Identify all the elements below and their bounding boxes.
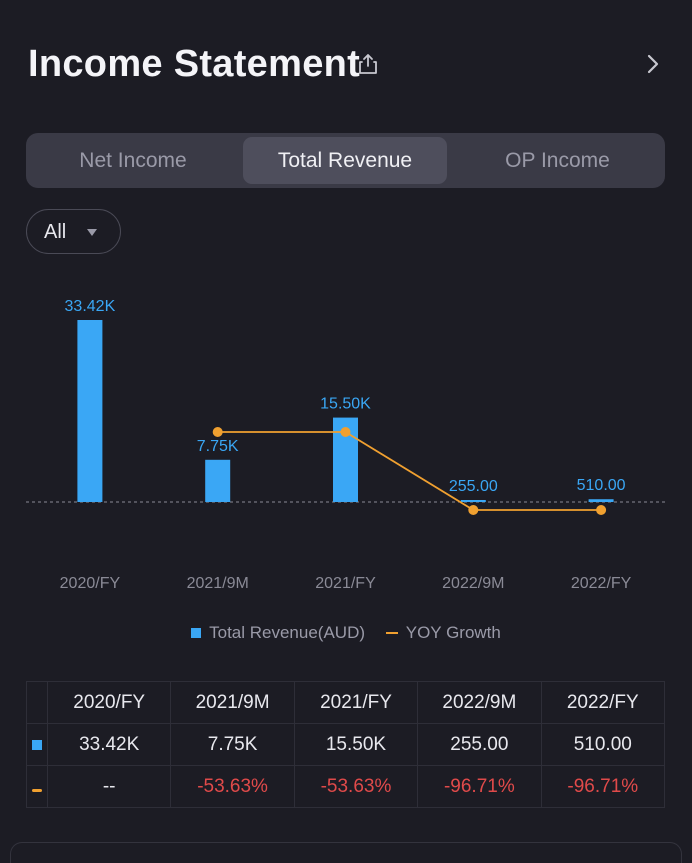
revenue-bar[interactable] (460, 500, 486, 502)
x-tick-label: 2021/FY (315, 575, 376, 592)
bar-value-label: 7.75K (197, 438, 239, 455)
yoy-growth-point[interactable] (340, 427, 351, 437)
bar-value-label: 15.50K (320, 396, 371, 413)
table-header-cell: 2022/9M (417, 681, 542, 724)
table-cell: -96.71% (417, 765, 542, 808)
bar-value-label: 255.00 (449, 478, 498, 495)
table-header-cell: 2021/FY (293, 681, 419, 724)
period-filter-dropdown[interactable]: All (26, 209, 121, 254)
bar-value-label: 510.00 (577, 477, 626, 494)
table-cell: 255.00 (417, 723, 542, 766)
table-cell: -- (46, 765, 172, 808)
table-cell: 7.75K (170, 723, 295, 766)
caret-down-icon (87, 229, 97, 236)
x-tick-label: 2022/FY (571, 575, 632, 592)
table-cell: 33.42K (46, 723, 172, 766)
table-header-cell: 2022/FY (540, 681, 666, 724)
table-cell: -96.71% (540, 765, 666, 808)
table-header-cell: 2021/9M (170, 681, 295, 724)
x-tick-label: 2020/FY (60, 575, 121, 592)
yoy-growth-line (217, 431, 602, 511)
tab-net-income[interactable]: Net Income (79, 149, 187, 172)
filter-value: All (44, 221, 67, 243)
revenue-chart: 33.42K 2020/FY 7.75K 2021/9M 15.50K 2021/FY 25… (26, 298, 665, 592)
revenue-marker-icon (26, 723, 48, 766)
x-tick-label: 2021/9M (187, 575, 249, 592)
growth-marker-icon (26, 765, 48, 808)
legend-growth[interactable]: YOY Growth (385, 623, 501, 643)
table-cell: 510.00 (540, 723, 666, 766)
revenue-bar[interactable] (77, 320, 103, 502)
header: Income Statement (28, 40, 664, 90)
chevron-right-icon[interactable] (644, 52, 662, 76)
page-title: Income Statement (28, 43, 361, 85)
table-row: -- -53.63% -53.63% -96.71% -96.71% (26, 765, 666, 808)
data-table: 2020/FY 2021/9M 2021/FY 2022/9M 2022/FY … (26, 681, 666, 808)
table-cell: -53.63% (293, 765, 419, 808)
legend-revenue[interactable]: Total Revenue(AUD) (191, 623, 365, 643)
tab-op-income[interactable]: OP Income (505, 149, 610, 172)
table-corner (26, 681, 48, 724)
metric-tabs: Net Income Total Revenue OP Income (26, 133, 665, 188)
tab-total-revenue[interactable]: Total Revenue (243, 137, 447, 184)
share-icon[interactable] (356, 52, 380, 76)
line-swatch-icon (385, 632, 398, 635)
chart-legend: Total Revenue(AUD) YOY Growth (0, 622, 692, 646)
table-cell: -53.63% (170, 765, 295, 808)
yoy-growth-point[interactable] (212, 427, 223, 437)
table-header-cell: 2020/FY (46, 681, 172, 724)
bar-value-label: 33.42K (65, 298, 116, 315)
x-tick-label: 2022/9M (442, 575, 504, 592)
bar-swatch-icon (191, 628, 202, 639)
table-header-row: 2020/FY 2021/9M 2021/FY 2022/9M 2022/FY (26, 681, 666, 724)
revenue-bar[interactable] (588, 499, 614, 502)
table-row: 33.42K 7.75K 15.50K 255.00 510.00 (26, 723, 666, 766)
yoy-growth-point[interactable] (468, 505, 479, 515)
table-cell: 15.50K (293, 723, 419, 766)
yoy-growth-point[interactable] (596, 505, 607, 515)
revenue-bar[interactable] (205, 459, 231, 502)
